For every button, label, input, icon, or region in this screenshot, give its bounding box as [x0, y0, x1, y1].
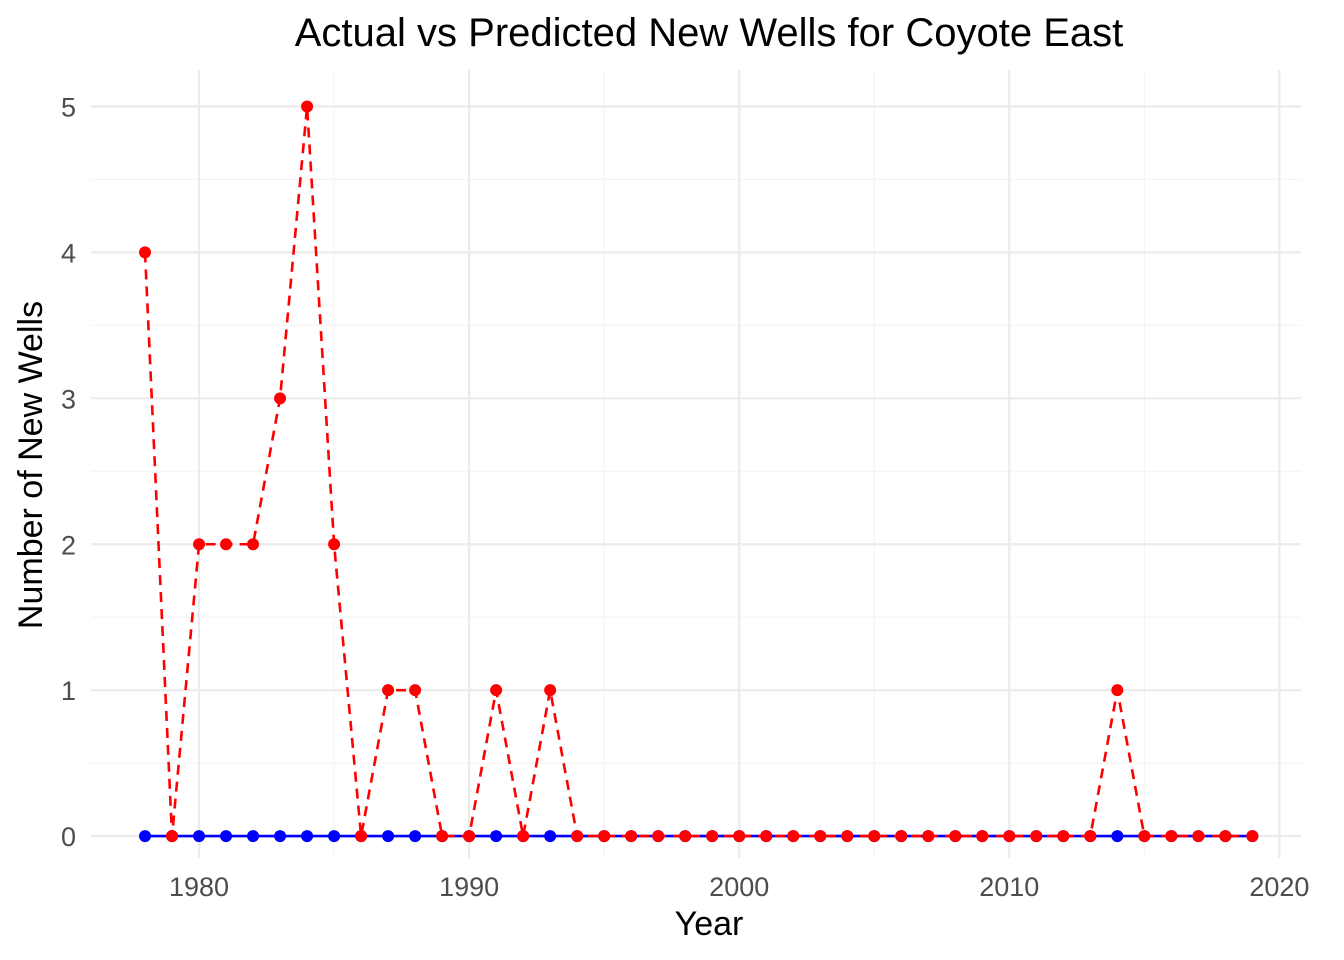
x-tick-label: 1980	[169, 872, 229, 902]
series-1-point	[436, 830, 449, 843]
gridlines	[91, 70, 1301, 858]
series-1-point	[625, 830, 638, 843]
series-1-point	[598, 830, 611, 843]
series-1-point	[139, 246, 152, 259]
series-1-point	[1084, 830, 1097, 843]
series-1-point	[571, 830, 584, 843]
series-1-point	[787, 830, 800, 843]
series-0-point	[301, 830, 314, 843]
x-tick-label: 2020	[1249, 872, 1309, 902]
series-1-point	[895, 830, 908, 843]
series-1-point	[1165, 830, 1178, 843]
series-0-point	[328, 830, 341, 843]
series-1-point	[1138, 830, 1151, 843]
series-1-point	[166, 830, 179, 843]
series-1-point	[1219, 830, 1232, 843]
series-0-point	[247, 830, 260, 843]
x-axis-title: Year	[675, 905, 744, 943]
series-0-point	[409, 830, 422, 843]
series-1-point	[1246, 830, 1259, 843]
series-1-point	[1003, 830, 1016, 843]
series-1-point	[976, 830, 989, 843]
series-1-point	[463, 830, 476, 843]
series-1-point	[1057, 830, 1070, 843]
series-1-point	[220, 538, 233, 551]
series-1-point	[490, 684, 503, 697]
series-1-point	[544, 684, 557, 697]
series-1-point	[517, 830, 530, 843]
series-1-point	[949, 830, 962, 843]
series-1-point	[841, 830, 854, 843]
series-1-point	[409, 684, 422, 697]
series-1-point	[328, 538, 341, 551]
series-1-point	[1030, 830, 1043, 843]
series-1-point	[652, 830, 665, 843]
series-1-point	[922, 830, 935, 843]
series-1-point	[706, 830, 719, 843]
series-group	[139, 100, 1259, 843]
series-1-point	[274, 392, 287, 405]
series-0-point	[274, 830, 287, 843]
y-axis-title: Number of New Wells	[12, 301, 50, 629]
series-0-point	[490, 830, 503, 843]
series-0-point	[139, 830, 152, 843]
series-1-point	[355, 830, 368, 843]
series-1-point	[1192, 830, 1205, 843]
series-0-point	[1111, 830, 1124, 843]
series-1-point	[382, 684, 395, 697]
y-tick-label: 3	[61, 384, 76, 414]
series-1-point	[760, 830, 773, 843]
x-tick-label: 2010	[979, 872, 1039, 902]
series-0-point	[193, 830, 206, 843]
series-1-point	[733, 830, 746, 843]
series-0-point	[382, 830, 395, 843]
x-tick-label: 2000	[709, 872, 769, 902]
y-tick-label: 1	[61, 676, 76, 706]
tick-labels: 1980 1990 2000 2010 2020 0 1 2 3 4 5	[61, 92, 1309, 902]
series-1-point	[301, 100, 314, 113]
chart-title: Actual vs Predicted New Wells for Coyote…	[295, 11, 1123, 55]
series-1-point	[247, 538, 260, 551]
series-1-point	[814, 830, 827, 843]
y-tick-label: 0	[61, 822, 76, 852]
series-0-point	[544, 830, 557, 843]
series-1-point	[868, 830, 881, 843]
y-tick-label: 4	[61, 238, 76, 268]
y-tick-label: 5	[61, 92, 76, 122]
series-1-point	[679, 830, 692, 843]
series-1-point	[193, 538, 206, 551]
x-tick-label: 1990	[439, 872, 499, 902]
y-tick-label: 2	[61, 530, 76, 560]
series-1-point	[1111, 684, 1124, 697]
series-0-point	[220, 830, 233, 843]
